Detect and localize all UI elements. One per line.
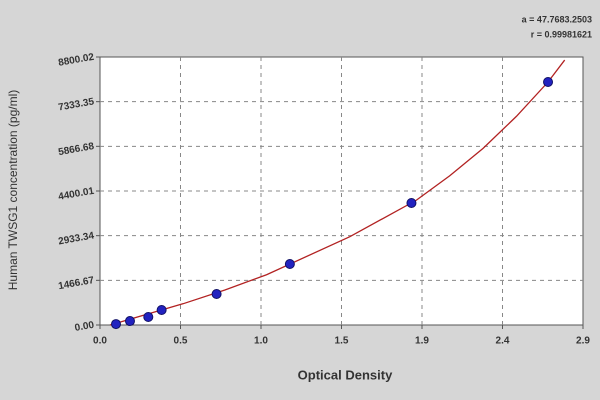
x-tick-label: 0.5 — [174, 336, 188, 347]
data-point — [543, 77, 554, 88]
x-tick-label: 1.0 — [254, 336, 268, 347]
y-tick-label: 8800.02 — [57, 52, 95, 69]
x-tick-label: 0.0 — [93, 336, 107, 347]
data-point — [143, 311, 154, 322]
annotation: a = 47.7683.2503 — [522, 14, 592, 24]
data-point — [110, 319, 121, 330]
y-tick-label: 1466.67 — [57, 275, 95, 292]
x-tick-label: 2.4 — [496, 336, 510, 347]
y-tick-label: 2933.34 — [57, 230, 95, 247]
x-tick-label: 2.9 — [576, 336, 590, 347]
fit-curve — [109, 59, 566, 326]
y-tick-label: 7333.35 — [57, 96, 95, 113]
data-point — [406, 197, 417, 208]
x-tick-label: 1.5 — [335, 336, 349, 347]
x-axis-label: Optical Density — [298, 367, 393, 382]
data-point — [211, 288, 222, 299]
y-tick-label: 5866.68 — [57, 141, 95, 158]
y-tick-label: 4400.01 — [57, 186, 95, 203]
annotation: r = 0.99981621 — [531, 29, 592, 39]
data-point — [124, 316, 135, 327]
data-point — [284, 258, 295, 269]
y-axis-label: Human TWSG1 concentration (pg/ml) — [6, 90, 20, 291]
y-tick-label: 0.00 — [74, 320, 96, 334]
data-point — [156, 304, 167, 315]
x-tick-label: 1.9 — [415, 336, 429, 347]
